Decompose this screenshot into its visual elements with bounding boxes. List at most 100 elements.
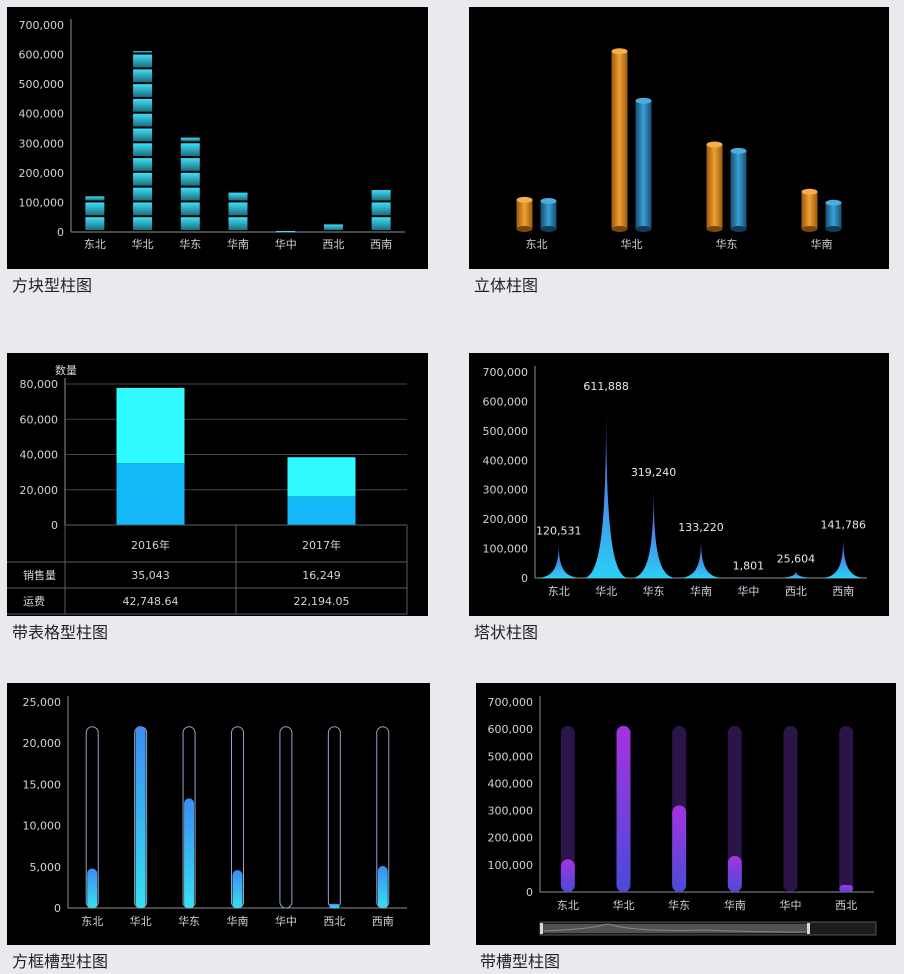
bar xyxy=(672,725,687,892)
bar xyxy=(85,726,99,909)
x-tick-label: 华中 xyxy=(737,584,759,598)
bar-segment xyxy=(276,231,296,232)
table-row-label: 运费 xyxy=(23,595,45,608)
data-label: 120,531 xyxy=(536,525,582,538)
tower-bar xyxy=(630,484,677,578)
zoom-window xyxy=(542,924,808,933)
y-tick-label: 0 xyxy=(526,886,533,899)
x-tick-label: 华南 xyxy=(690,584,712,598)
cylinder-top xyxy=(516,196,533,203)
bar-segment-sales xyxy=(116,463,185,525)
bar xyxy=(616,725,631,892)
cylinder-base xyxy=(635,226,652,232)
y-tick-label: 0 xyxy=(521,572,528,585)
bar xyxy=(825,199,842,232)
bar-segment-sales xyxy=(287,496,356,525)
bar xyxy=(727,725,742,892)
y-tick-label: 400,000 xyxy=(483,454,529,467)
bar-segment xyxy=(180,172,200,186)
bar-fill xyxy=(232,870,243,908)
y-tick-label: 300,000 xyxy=(19,137,65,150)
bar xyxy=(783,725,798,892)
bar xyxy=(279,726,293,909)
bar-segment xyxy=(371,202,391,216)
x-tick-label: 西北 xyxy=(785,585,807,598)
bar-segment xyxy=(85,196,105,201)
zoom-shadow-line xyxy=(543,923,807,933)
cylinder-body xyxy=(540,201,557,229)
tower-bar xyxy=(678,538,724,578)
bar-segment xyxy=(323,224,343,230)
cylinder-top xyxy=(825,199,842,206)
x-tick-label: 华东 xyxy=(668,898,690,912)
bar xyxy=(231,726,244,909)
x-tick-label: 华南 xyxy=(227,914,249,928)
bar-segment xyxy=(133,143,153,157)
x-tick-label: 东北 xyxy=(84,238,106,251)
bar-segment xyxy=(371,190,391,201)
zoom-handle-right xyxy=(807,923,810,934)
y-tick-label: 20,000 xyxy=(23,737,62,750)
data-zoom-slider[interactable] xyxy=(539,921,877,936)
bar-fill xyxy=(135,726,146,908)
cylinder-top xyxy=(540,198,557,205)
bar-segment-freight xyxy=(287,457,356,497)
y-tick-label: 700,000 xyxy=(19,19,65,32)
table-chart-panel: 0 20,000 40,000 60,000 80,000 数量 2016年 2017年 销售量… xyxy=(7,353,428,616)
y-tick-label: 200,000 xyxy=(483,513,529,526)
x-tick-label: 华北 xyxy=(132,237,154,251)
cylinder-body xyxy=(611,51,628,229)
bar-groove xyxy=(783,725,798,892)
y-tick-label: 700,000 xyxy=(483,366,529,379)
table-cell: 35,043 xyxy=(131,569,170,582)
cylinder-base xyxy=(825,226,842,232)
x-tick-label: 西北 xyxy=(322,238,344,251)
groove-chart-panel: 0 100,000 200,000 300,000 400,000 500,000 600,… xyxy=(476,683,896,945)
bar-segment xyxy=(180,158,200,171)
x-tick-label: 华中 xyxy=(275,237,297,251)
y-tick-label: 700,000 xyxy=(488,696,534,709)
bar-frame xyxy=(279,726,293,909)
y-tick-label: 10,000 xyxy=(23,820,62,833)
groove-chart: 0 100,000 200,000 300,000 400,000 500,000 600,… xyxy=(488,696,877,936)
x-tick-label: 东北 xyxy=(548,585,570,598)
bar xyxy=(276,231,296,232)
y-tick-label: 500,000 xyxy=(483,425,529,438)
bar-segment xyxy=(133,172,153,186)
y-tick-label: 15,000 xyxy=(23,778,62,791)
bar-fill xyxy=(184,798,195,908)
bar-segment xyxy=(133,113,153,127)
bar xyxy=(134,726,148,909)
bar-fill xyxy=(377,865,388,908)
table-header-cell: 2016年 xyxy=(131,538,170,552)
y-tick-label: 300,000 xyxy=(488,805,534,818)
x-tick-label: 华南 xyxy=(811,237,833,251)
tower-bar xyxy=(725,577,772,578)
x-tick-label: 东北 xyxy=(557,899,579,912)
y-tick-label: 500,000 xyxy=(488,750,534,763)
y-tick-label: 100,000 xyxy=(19,196,65,209)
y-tick-label: 0 xyxy=(54,902,61,915)
bar-segment xyxy=(228,202,248,216)
frame-chart-panel: 0 5,000 10,000 15,000 20,000 25,000 东北 华北 华东 华南 华中… xyxy=(7,683,430,945)
bar-fill xyxy=(616,725,631,892)
tower-chart-caption: 塔状柱图 xyxy=(474,623,539,642)
bar-frame xyxy=(327,726,341,909)
bar xyxy=(540,198,557,232)
cylinder-chart-caption: 立体柱图 xyxy=(474,276,539,295)
cylinder-base xyxy=(611,226,628,232)
bar-segment xyxy=(133,51,153,53)
bar xyxy=(85,196,105,230)
stacked-bar xyxy=(116,387,185,525)
block-chart-caption: 方块型柱图 xyxy=(12,276,93,295)
stacked-bar xyxy=(287,457,356,525)
cylinder-top xyxy=(801,188,818,195)
bar xyxy=(635,97,652,232)
data-label: 25,604 xyxy=(777,552,816,565)
y-tick-label: 400,000 xyxy=(488,777,534,790)
bar-segment xyxy=(180,202,200,216)
cylinder-chart: 东北 华北 华东 华南 xyxy=(516,48,842,251)
cylinder-body xyxy=(825,202,842,229)
y-tick-label: 60,000 xyxy=(20,413,59,426)
